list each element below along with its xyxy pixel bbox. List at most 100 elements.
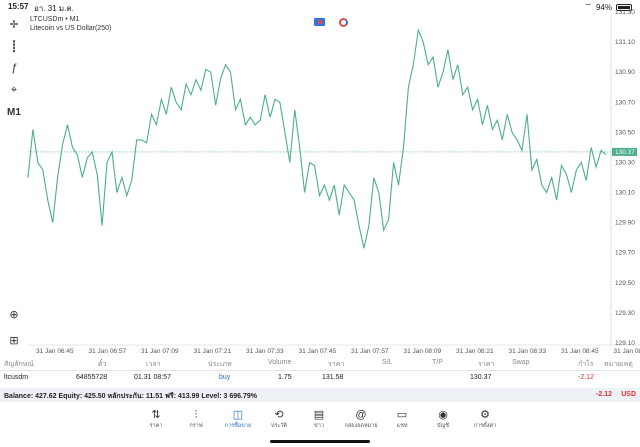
col-type: ประเภท	[208, 361, 232, 368]
x-tick-label: 31 Jan 07:33	[246, 348, 284, 355]
x-tick-label: 31 Jan 06:57	[89, 348, 127, 355]
balance-text: Balance: 427.62 Equity: 425.50 หลักประกั…	[4, 393, 257, 400]
y-tick-label: 130.70	[615, 99, 635, 106]
col-sl: S/L	[382, 359, 393, 366]
x-tick-label: 31 Jan 07:09	[141, 348, 179, 355]
col-profit: กำไร	[578, 361, 594, 368]
y-tick-label: 131.30	[615, 9, 635, 16]
x-tick-label: 31 Jan 08:21	[456, 348, 494, 355]
chart-description: Litecoin vs US Dollar(250)	[30, 25, 112, 32]
chart-header-icons	[314, 18, 348, 27]
y-tick-label: 130.30	[615, 159, 635, 166]
tab-label: ประวัติ	[270, 423, 288, 429]
tab-chart[interactable]: ⫶ กราฟ	[176, 408, 216, 430]
position-ticket: 64855728	[76, 374, 108, 381]
y-tick-label: 130.50	[615, 129, 635, 136]
current-price-tag	[612, 147, 637, 156]
y-tick-label: 131.10	[615, 39, 635, 46]
col-tp: T/P	[432, 359, 443, 366]
tab-mailbox[interactable]: @ กล่องจดหมาย	[341, 408, 381, 430]
chart-icon: ⫶	[194, 409, 198, 421]
tab-label: กราฟ	[189, 423, 203, 429]
timeframe-button[interactable]: M1	[7, 106, 21, 118]
status-date: อา. 31 ม.ค.	[34, 4, 74, 13]
chart-symbol: LTCUSDm • M1	[30, 16, 80, 23]
chart-toolbar: ✛ ┋ ƒ ⌖ M1 ⊕ ⊞	[0, 14, 28, 347]
col-ticket: ตั๋ว	[98, 361, 107, 368]
battery-percent: 94%	[595, 2, 612, 12]
position-symbol: ltcusdm	[4, 374, 29, 381]
home-indicator	[270, 440, 370, 443]
settings-icon: ⚙	[480, 409, 490, 421]
y-axis-ticks: 131.30 131.10 130.90 130.70 130.50 130.30 130.…	[615, 9, 635, 347]
tab-label: บัญชี	[437, 423, 449, 429]
crosshair-icon[interactable]: ✛	[9, 18, 19, 31]
tab-news[interactable]: ▤ ข่าว	[299, 408, 339, 430]
tab-accounts[interactable]: ◉ บัญชี	[423, 408, 463, 430]
y-tick-label: 130.10	[615, 190, 635, 197]
y-tick-label: 129.50	[615, 280, 635, 287]
tab-quotes[interactable]: ⇅ ราคา	[136, 408, 176, 430]
y-tick-label: 129.30	[615, 310, 635, 317]
trade-panel-icon[interactable]	[314, 18, 325, 26]
tab-label: ข่าว	[314, 423, 324, 429]
price-chart[interactable]: 131.30 131.10 130.90 130.70 130.50 130.30 130.…	[0, 0, 640, 357]
position-current-price: 130.37	[470, 374, 492, 381]
balance-bar: Balance: 427.62 Equity: 425.50 หลักประกั…	[0, 388, 640, 402]
col-time: เวลา	[146, 361, 161, 368]
y-tick-label: 129.70	[615, 250, 635, 257]
x-tick-label: 31 Jan 06:45	[36, 348, 74, 355]
history-icon: ⟲	[274, 409, 284, 421]
candles-icon[interactable]: ┋	[10, 40, 18, 53]
tab-label: แชท	[396, 423, 408, 429]
col-price: ราคา	[328, 361, 345, 368]
chart-header: LTCUSDm • M1 Litecoin vs US Dollar(250)	[30, 15, 111, 33]
tab-label: การตั้งค่า	[473, 423, 497, 429]
position-time: 01.31 08:57	[134, 374, 171, 381]
quotes-icon: ⇅	[151, 409, 161, 421]
x-tick-label: 31 Jan 08:33	[509, 348, 547, 355]
indicator-icon[interactable]: ƒ	[10, 62, 18, 74]
divider	[0, 370, 640, 371]
accounts-icon: ◉	[438, 409, 448, 421]
currency: USD	[621, 391, 636, 398]
position-open-price: 131.58	[322, 374, 344, 381]
tab-chat[interactable]: ▭ แชท	[382, 408, 422, 430]
position-volume: 1.75	[278, 374, 292, 381]
col-swap: Swap	[512, 359, 530, 366]
position-row[interactable]: ltcusdm 64855728 01.31 08:57 buy 1.75 13…	[0, 372, 640, 386]
col-volume: Volume	[268, 359, 292, 366]
y-tick-label: 129.10	[615, 340, 635, 347]
tab-label: กล่องจดหมาย	[344, 423, 378, 429]
y-tick-label: 130.90	[615, 69, 635, 76]
sync-icon[interactable]	[339, 18, 348, 27]
tab-trade[interactable]: ◫ การซื้อขาย	[218, 408, 258, 430]
position-profit: -2.12	[578, 374, 594, 381]
x-tick-label: 31 Jan 07:21	[194, 348, 232, 355]
battery-icon	[616, 3, 632, 11]
x-tick-label: 31 Jan 08:57	[614, 348, 640, 355]
zoom-icon[interactable]: ⊕	[9, 308, 19, 321]
x-tick-label: 31 Jan 08:09	[404, 348, 442, 355]
add-chart-icon[interactable]: ⊞	[9, 334, 19, 347]
col-current-price: ราคา	[478, 361, 495, 368]
x-axis-ticks: 31 Jan 06:45 31 Jan 06:57 31 Jan 07:09 31 J…	[36, 348, 640, 355]
trade-icon: ◫	[232, 409, 244, 421]
positions-header: สัญลักษณ์ ตั๋ว เวลา ประเภท Volume ราคา S…	[0, 357, 640, 370]
tab-history[interactable]: ⟲ ประวัติ	[259, 408, 299, 430]
status-time: 15:57	[8, 2, 29, 11]
current-price-label: 130.37	[615, 149, 635, 156]
x-tick-label: 31 Jan 07:45	[299, 348, 337, 355]
price-series-line	[27, 28, 607, 249]
tab-bar: ⇅ ราคา ⫶ กราฟ ◫ การซื้อขาย ⟲ ประวัติ ▤ ข่าว @…	[0, 404, 640, 447]
total-profit: -2.12	[596, 391, 612, 398]
x-tick-label: 31 Jan 07:57	[351, 348, 389, 355]
tab-settings[interactable]: ⚙ การตั้งค่า	[465, 408, 505, 430]
status-bar: 15:57 อา. 31 ม.ค. ⌔ 94%	[0, 0, 640, 14]
objects-icon[interactable]: ⌖	[10, 83, 18, 96]
tab-label: ราคา	[149, 423, 163, 429]
x-tick-label: 31 Jan 08:45	[561, 348, 599, 355]
col-symbol: สัญลักษณ์	[4, 361, 34, 368]
y-tick-label: 129.90	[615, 220, 635, 227]
position-type: buy	[219, 374, 231, 381]
